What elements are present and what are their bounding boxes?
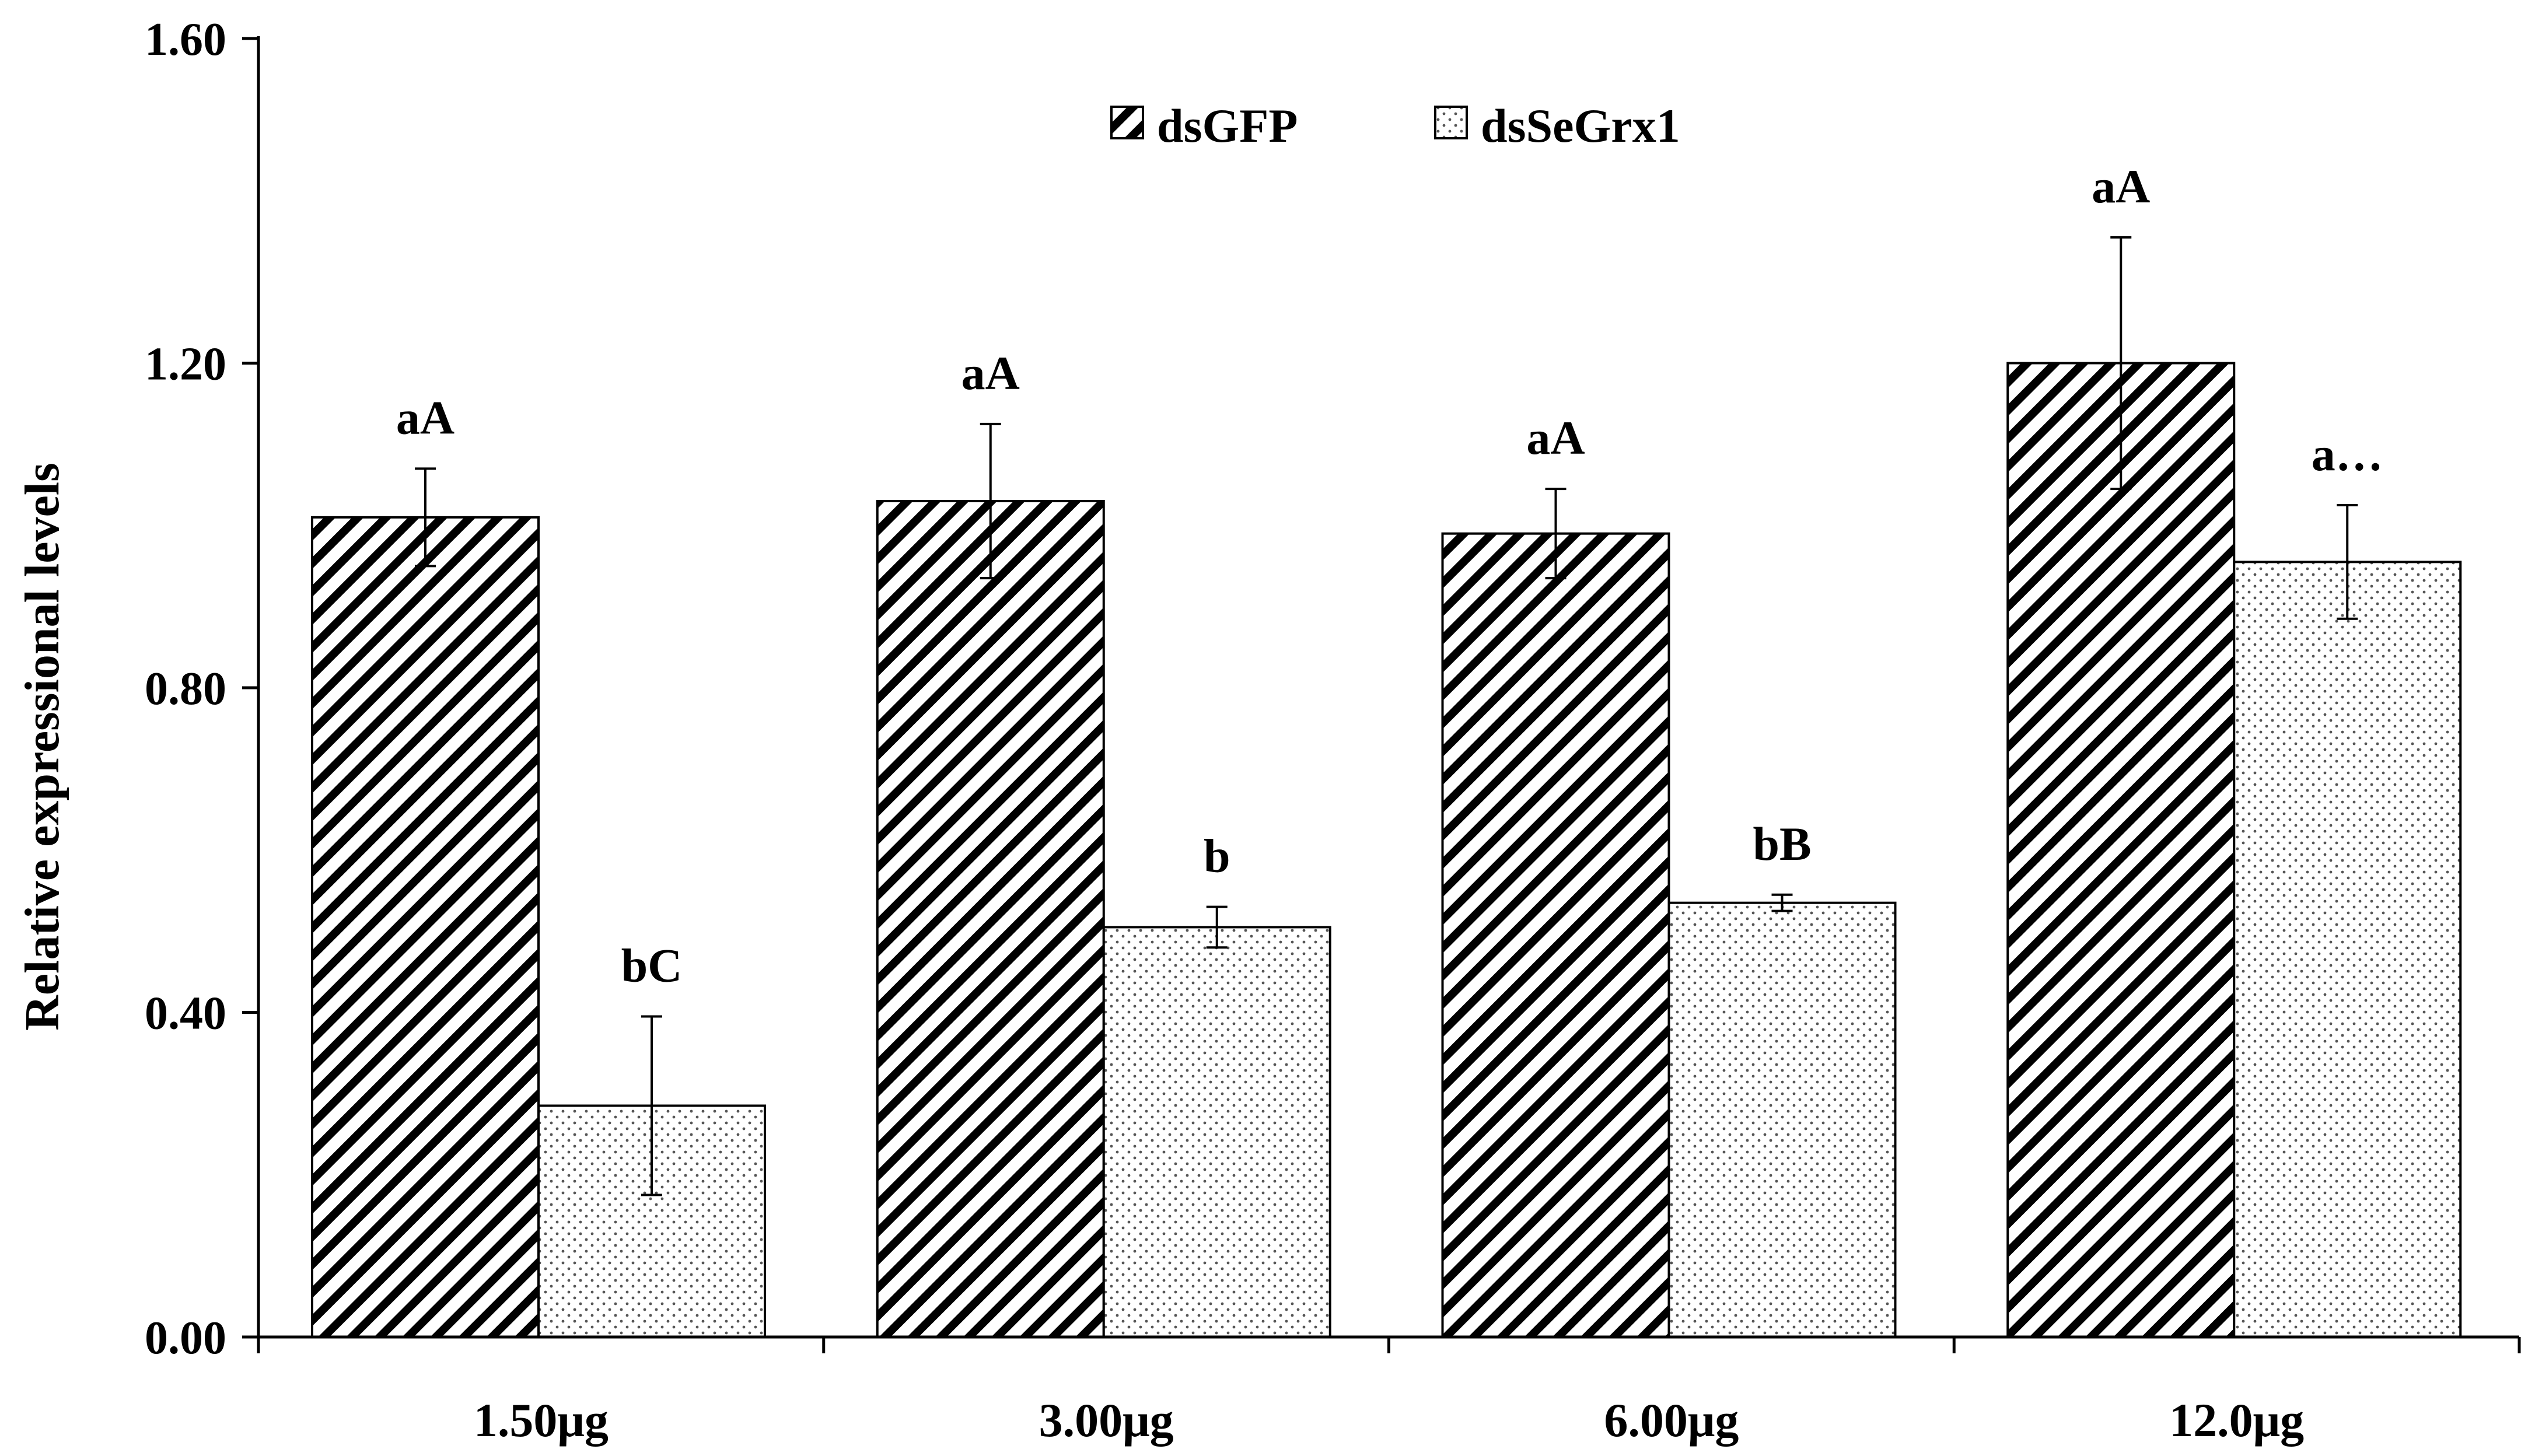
legend-label-dsGFP: dsGFP [1157, 99, 1298, 152]
axes-layer: 0.00 0.40 0.80 1.20 1.60 1.50μg 3.00μg 6.00μg 12… [145, 14, 2521, 1447]
bar-dsSeGrx1-3 [2233, 561, 2462, 1339]
y-tick-label-2: 0.80 [145, 663, 226, 715]
bar-dsGFP-3 [2006, 362, 2236, 1338]
x-tick-label-3: 12.0μg [2169, 1394, 2304, 1447]
y-tick-label-1: 0.40 [145, 988, 226, 1040]
legend-swatch-dsGFP [1110, 106, 1144, 139]
bar-dsGFP-0 [311, 516, 540, 1338]
bar-label-dsSeGrx1-1: b [1204, 830, 1230, 883]
bar-dsSeGrx1-2 [1667, 901, 1897, 1338]
legend-label-dsSeGrx1: dsSeGrx1 [1481, 99, 1680, 152]
bar-dsGFP-1 [876, 500, 1105, 1339]
legend-swatch-dsSeGrx1 [1434, 106, 1468, 139]
bars-layer [311, 362, 2462, 1339]
bar-dsGFP-2 [1441, 532, 1670, 1338]
bar-dsSeGrx1-1 [1102, 926, 1331, 1338]
y-tick-label-0: 0.00 [145, 1312, 226, 1364]
bar-label-dsSeGrx1-0: bC [621, 939, 683, 992]
x-tick-label-1: 3.00μg [1039, 1394, 1174, 1447]
y-tick-label-3: 1.20 [145, 339, 226, 390]
y-tick-label-4: 1.60 [145, 14, 226, 65]
x-tick-label-0: 1.50μg [474, 1394, 609, 1447]
error-bars-layer [415, 236, 2358, 1196]
bar-label-dsGFP-2: aA [1526, 411, 1585, 464]
bar-label-dsGFP-3: aA [2092, 160, 2150, 213]
legend: dsGFP dsSeGrx1 [1110, 99, 1680, 152]
y-axis-title: Relative expressional levels [15, 463, 69, 1031]
bar-label-dsGFP-0: aA [396, 391, 454, 444]
bar-labels-layer: aA aA aA aA bC b bB a… [396, 160, 2383, 992]
bar-label-dsSeGrx1-2: bB [1753, 817, 1811, 870]
bar-label-dsGFP-1: aA [961, 346, 1020, 400]
x-tick-label-2: 6.00μg [1604, 1394, 1739, 1447]
bar-label-dsSeGrx1-3: a… [2312, 428, 2383, 481]
